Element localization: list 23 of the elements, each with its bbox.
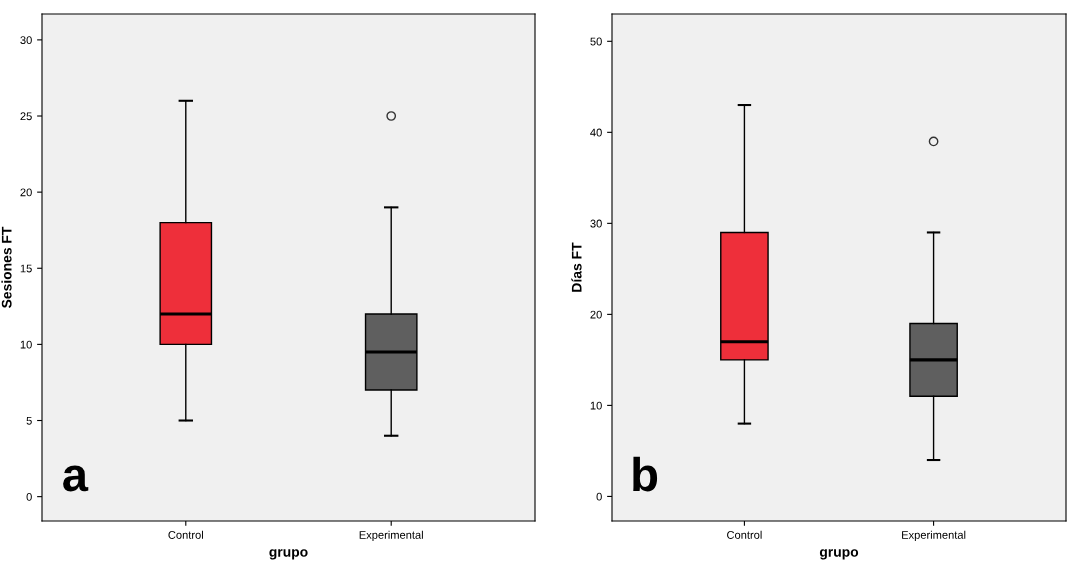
y-tick-label: 5 (26, 416, 32, 425)
x-axis-title: grupo (269, 549, 308, 560)
y-tick-label: 10 (590, 401, 602, 410)
x-tick-label: Experimental (359, 530, 423, 542)
annotation: b (633, 456, 658, 492)
y-tick-label: 0 (596, 492, 602, 501)
y-tick-label: 25 (20, 112, 32, 121)
x-tick-label: Control (727, 530, 762, 539)
x-tick-label: Control (168, 530, 203, 539)
y-tick-label: 0 (26, 492, 32, 501)
y-axis-title: Sesiones FT (1, 226, 12, 308)
x-axis-title: grupo (819, 549, 859, 560)
y-tick-label: 50 (590, 37, 602, 46)
y-tick-label: 30 (590, 219, 602, 228)
y-tick-label: 20 (20, 188, 32, 197)
x-tick-label: Experimental (902, 530, 966, 542)
y-tick-label: 10 (20, 340, 32, 349)
y-tick-label: 15 (20, 264, 32, 273)
y-tick-label: 30 (20, 36, 32, 45)
y-tick-label: 40 (590, 128, 602, 137)
y-tick-label: 20 (590, 310, 602, 319)
annotation: a (63, 465, 89, 492)
y-axis-title: Días FT (571, 242, 582, 292)
